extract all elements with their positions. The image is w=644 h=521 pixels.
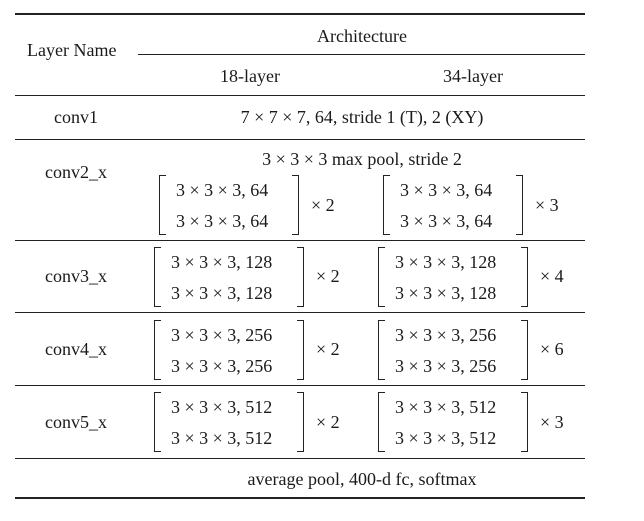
row-name-conv2: conv2_x xyxy=(45,162,107,182)
row-rule-conv5 xyxy=(15,458,585,459)
conv5-18-left-bracket xyxy=(154,392,161,452)
row-rule-conv1 xyxy=(15,139,585,140)
final-spec: average pool, 400-d fc, softmax xyxy=(247,469,477,489)
conv2-34-right-bracket xyxy=(516,175,523,235)
header-18-layer: 18-layer xyxy=(220,66,280,86)
row-rule-conv4 xyxy=(15,385,585,386)
conv5-34-line1: 3 × 3 × 3, 512 xyxy=(395,397,497,417)
conv5-18-line2: 3 × 3 × 3, 512 xyxy=(171,428,273,448)
row-name-conv4: conv4_x xyxy=(45,339,107,359)
conv3-34-mult: × 4 xyxy=(540,266,564,286)
conv2-18-right-bracket xyxy=(292,175,299,235)
conv2-34-left-bracket xyxy=(383,175,390,235)
conv3-18-line1: 3 × 3 × 3, 128 xyxy=(171,252,273,272)
architecture-subrule xyxy=(138,54,585,55)
row-rule-conv2 xyxy=(15,240,585,241)
top-rule xyxy=(15,13,585,15)
conv2-18-left-bracket xyxy=(159,175,166,235)
conv2-18-mult: × 2 xyxy=(311,195,335,215)
header-layer-name: Layer Name xyxy=(27,40,117,60)
conv3-18-line2: 3 × 3 × 3, 128 xyxy=(171,283,273,303)
header-bottom-rule xyxy=(15,95,585,96)
conv4-18-mult: × 2 xyxy=(316,339,340,359)
conv1-spec: 7 × 7 × 7, 64, stride 1 (T), 2 (XY) xyxy=(240,107,484,127)
conv3-18-left-bracket xyxy=(154,247,161,307)
conv4-18-left-bracket xyxy=(154,320,161,380)
row-name-conv1: conv1 xyxy=(54,107,98,127)
conv2-34-line1: 3 × 3 × 3, 64 xyxy=(400,180,493,200)
conv4-34-right-bracket xyxy=(521,320,528,380)
conv4-34-mult: × 6 xyxy=(540,339,564,359)
header-architecture: Architecture xyxy=(317,26,407,46)
conv3-34-left-bracket xyxy=(378,247,385,307)
conv4-34-line1: 3 × 3 × 3, 256 xyxy=(395,325,497,345)
conv2-34-line2: 3 × 3 × 3, 64 xyxy=(400,211,493,231)
conv4-18-line1: 3 × 3 × 3, 256 xyxy=(171,325,273,345)
conv4-34-left-bracket xyxy=(378,320,385,380)
conv3-34-right-bracket xyxy=(521,247,528,307)
conv3-34-line1: 3 × 3 × 3, 128 xyxy=(395,252,497,272)
conv4-34-line2: 3 × 3 × 3, 256 xyxy=(395,356,497,376)
conv2-34-mult: × 3 xyxy=(535,195,559,215)
conv2-18-line2: 3 × 3 × 3, 64 xyxy=(176,211,269,231)
conv4-18-right-bracket xyxy=(297,320,304,380)
conv3-18-right-bracket xyxy=(297,247,304,307)
row-rule-conv3 xyxy=(15,312,585,313)
row-name-conv5: conv5_x xyxy=(45,412,107,432)
conv5-34-left-bracket xyxy=(378,392,385,452)
conv5-18-mult: × 2 xyxy=(316,412,340,432)
conv5-34-mult: × 3 xyxy=(540,412,564,432)
conv4-18-line2: 3 × 3 × 3, 256 xyxy=(171,356,273,376)
conv5-34-right-bracket xyxy=(521,392,528,452)
conv3-34-line2: 3 × 3 × 3, 128 xyxy=(395,283,497,303)
conv5-34-line2: 3 × 3 × 3, 512 xyxy=(395,428,497,448)
conv2-18-line1: 3 × 3 × 3, 64 xyxy=(176,180,269,200)
conv3-18-mult: × 2 xyxy=(316,266,340,286)
conv5-18-right-bracket xyxy=(297,392,304,452)
row-name-conv3: conv3_x xyxy=(45,266,107,286)
header-34-layer: 34-layer xyxy=(443,66,503,86)
conv2-pool: 3 × 3 × 3 max pool, stride 2 xyxy=(262,149,462,169)
bottom-rule xyxy=(15,497,585,499)
conv5-18-line1: 3 × 3 × 3, 512 xyxy=(171,397,273,417)
